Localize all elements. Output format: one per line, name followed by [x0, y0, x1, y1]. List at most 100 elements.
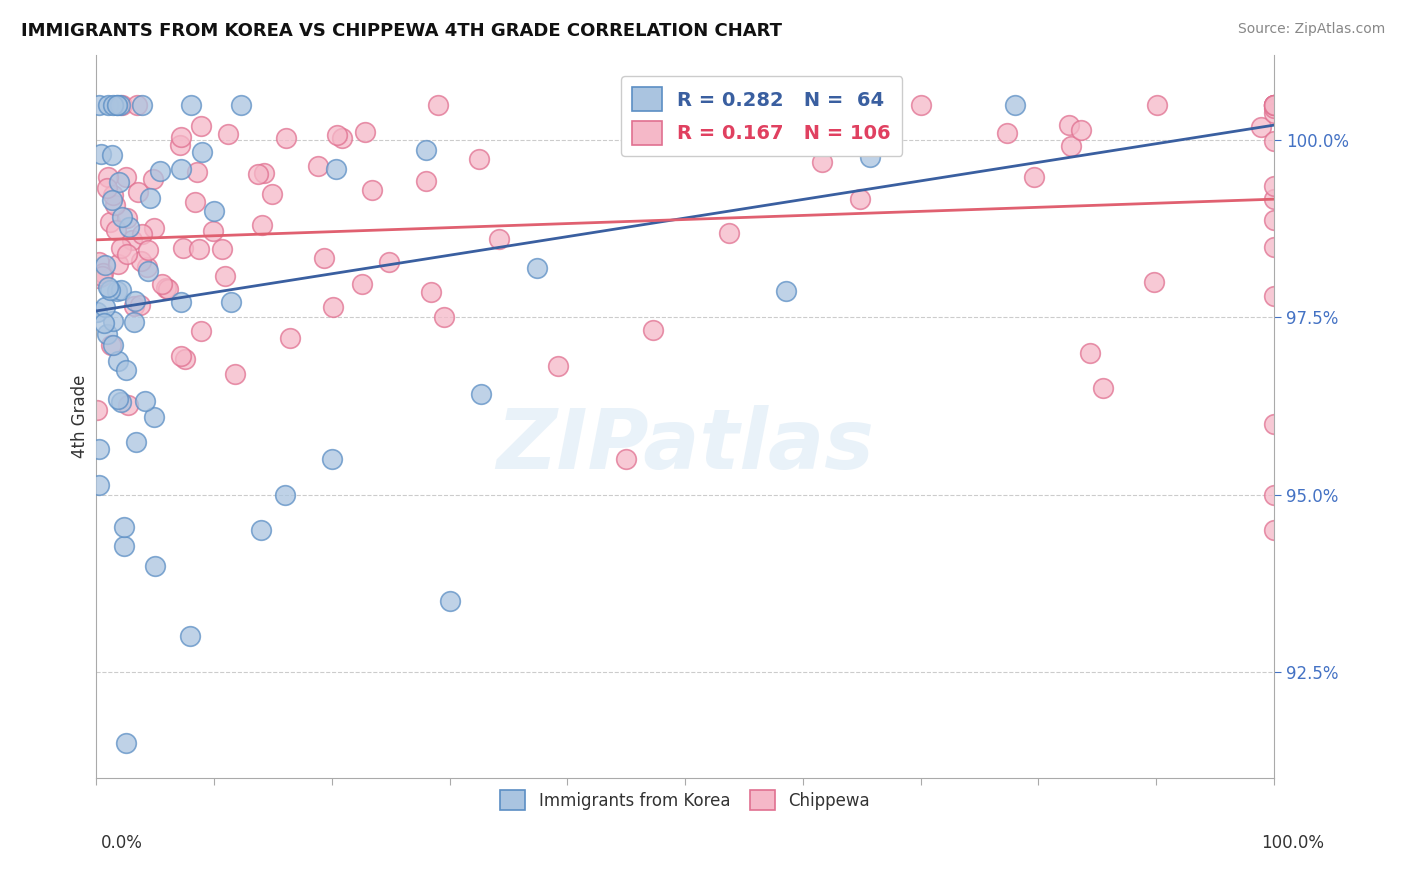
Point — [325, 161, 347, 176]
Point — [122, 300, 145, 314]
Point — [547, 359, 569, 374]
Point — [107, 257, 129, 271]
Point — [170, 130, 193, 145]
Point — [112, 539, 135, 553]
Point — [661, 102, 683, 116]
Text: Source: ZipAtlas.com: Source: ZipAtlas.com — [1237, 22, 1385, 37]
Point — [1263, 417, 1285, 431]
Point — [143, 220, 166, 235]
Point — [190, 324, 212, 338]
Point — [641, 323, 664, 337]
Point — [202, 225, 225, 239]
Point — [217, 127, 239, 141]
Point — [1263, 289, 1285, 303]
Point — [250, 219, 273, 233]
Point — [859, 150, 882, 164]
Point — [111, 210, 134, 224]
Point — [326, 128, 349, 143]
Point — [1263, 97, 1285, 112]
Point — [136, 260, 159, 274]
Point — [427, 97, 450, 112]
Point — [219, 294, 242, 309]
Point — [155, 281, 177, 295]
Point — [352, 277, 374, 291]
Point — [127, 185, 149, 199]
Point — [224, 367, 246, 381]
Point — [172, 241, 194, 255]
Point — [873, 97, 896, 112]
Point — [866, 97, 889, 112]
Point — [415, 174, 437, 188]
Point — [104, 197, 127, 211]
Point — [91, 268, 114, 283]
Point — [101, 194, 124, 208]
Point — [321, 452, 343, 467]
Point — [1022, 170, 1045, 185]
Point — [91, 266, 114, 280]
Text: 100.0%: 100.0% — [1261, 834, 1324, 852]
Point — [250, 523, 273, 537]
Point — [87, 97, 110, 112]
Point — [115, 169, 138, 184]
Point — [488, 231, 510, 245]
Point — [110, 283, 132, 297]
Point — [96, 326, 118, 341]
Point — [1263, 134, 1285, 148]
Point — [114, 736, 136, 750]
Point — [124, 293, 146, 308]
Point — [1263, 97, 1285, 112]
Point — [98, 215, 121, 229]
Point — [93, 316, 115, 330]
Point — [107, 97, 129, 112]
Point — [128, 298, 150, 312]
Point — [107, 97, 129, 112]
Point — [115, 363, 138, 377]
Point — [1250, 120, 1272, 134]
Point — [170, 161, 193, 176]
Point — [98, 283, 121, 297]
Point — [111, 97, 134, 112]
Point — [105, 284, 128, 298]
Point — [1263, 239, 1285, 253]
Point — [186, 165, 208, 179]
Point — [1142, 275, 1164, 289]
Point — [526, 260, 548, 275]
Point — [96, 181, 118, 195]
Point — [149, 163, 172, 178]
Point — [214, 269, 236, 284]
Point — [616, 452, 638, 467]
Point — [995, 126, 1018, 140]
Point — [419, 285, 441, 299]
Point — [179, 630, 201, 644]
Point — [93, 258, 115, 272]
Point — [262, 186, 284, 201]
Point — [131, 227, 153, 241]
Point — [190, 119, 212, 133]
Point — [1263, 101, 1285, 115]
Point — [312, 251, 335, 265]
Point — [108, 175, 131, 189]
Point — [134, 394, 156, 409]
Point — [274, 131, 297, 145]
Point — [470, 387, 492, 401]
Point — [1146, 97, 1168, 112]
Point — [110, 242, 132, 256]
Point — [202, 204, 225, 219]
Point — [121, 233, 143, 247]
Point — [107, 353, 129, 368]
Point — [105, 222, 128, 236]
Point — [101, 313, 124, 327]
Point — [86, 305, 108, 319]
Point — [1078, 346, 1101, 360]
Point — [136, 264, 159, 278]
Y-axis label: 4th Grade: 4th Grade — [72, 375, 89, 458]
Point — [122, 314, 145, 328]
Point — [97, 169, 120, 184]
Point — [775, 284, 797, 298]
Point — [87, 254, 110, 268]
Point — [280, 331, 302, 345]
Point — [415, 143, 437, 157]
Point — [87, 270, 110, 285]
Point — [112, 520, 135, 534]
Point — [322, 300, 344, 314]
